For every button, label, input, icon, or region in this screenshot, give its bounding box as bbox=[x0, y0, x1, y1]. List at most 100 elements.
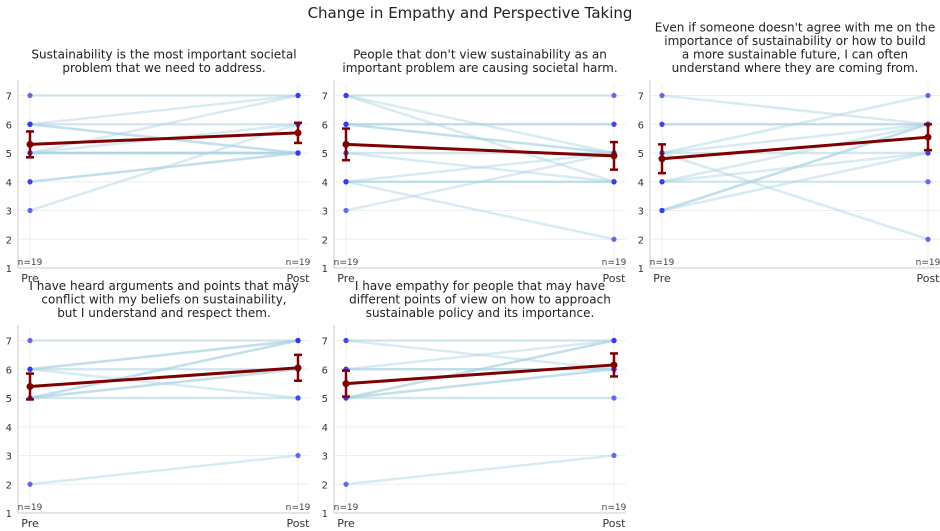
mean-point bbox=[924, 133, 932, 141]
x-tick-label: Post bbox=[916, 272, 940, 285]
y-tick-label: 6 bbox=[322, 120, 328, 131]
panel-title-line: sustainable policy and its importance. bbox=[366, 306, 595, 320]
post-point bbox=[611, 452, 617, 459]
y-tick-label: 7 bbox=[638, 92, 644, 103]
participant-line bbox=[344, 123, 616, 155]
y-tick-label: 3 bbox=[638, 207, 644, 218]
panel-title-line: Even if someone doesn't agree with me on… bbox=[655, 21, 936, 35]
participant-line bbox=[344, 94, 616, 183]
n-label: n=19 bbox=[18, 258, 43, 268]
participant-line bbox=[660, 151, 930, 183]
pre-point bbox=[343, 207, 349, 214]
participant-line bbox=[344, 454, 616, 486]
participant-line bbox=[28, 368, 300, 400]
post-point bbox=[925, 236, 931, 242]
y-tick-label: 2 bbox=[322, 235, 328, 246]
y-tick-label: 5 bbox=[322, 394, 328, 405]
y-tick-label: 7 bbox=[322, 337, 328, 348]
participant-line bbox=[28, 339, 300, 400]
panel-title-line: different points of view on how to appro… bbox=[349, 293, 611, 307]
mean-point bbox=[294, 129, 302, 137]
y-tick-label: 1 bbox=[638, 264, 644, 275]
y-tick-label: 2 bbox=[6, 235, 12, 246]
post-point bbox=[925, 92, 931, 99]
participant-line bbox=[344, 151, 616, 183]
y-tick-label: 7 bbox=[322, 92, 328, 103]
y-tick-label: 2 bbox=[322, 480, 328, 491]
post-point bbox=[925, 150, 931, 156]
participant-line bbox=[28, 94, 300, 126]
y-tick-label: 2 bbox=[6, 480, 12, 491]
n-label: n=19 bbox=[916, 258, 940, 268]
y-tick-label: 5 bbox=[322, 149, 328, 160]
y-tick-label: 6 bbox=[6, 365, 12, 376]
participant-line bbox=[660, 151, 930, 212]
pre-point bbox=[27, 481, 33, 487]
y-tick-label: 4 bbox=[6, 178, 12, 189]
panel-title-line: importance of sustainability or how to b… bbox=[664, 34, 926, 48]
chart-panel-3: 1 2 3 4 5 6 7 Pre Post n=19 n=19 Even if someone do… bbox=[638, 21, 940, 285]
participant-line bbox=[28, 339, 300, 371]
panel-title-line: conflict with my beliefs on sustainabili… bbox=[41, 293, 286, 307]
n-label: n=19 bbox=[602, 503, 627, 513]
y-tick-label: 3 bbox=[322, 452, 328, 463]
post-point bbox=[295, 337, 301, 344]
y-tick-label: 7 bbox=[6, 92, 12, 103]
mean-line bbox=[29, 131, 299, 146]
n-label: n=19 bbox=[334, 258, 359, 268]
pre-point bbox=[343, 92, 349, 99]
y-tick-label: 6 bbox=[6, 120, 12, 131]
y-tick-label: 5 bbox=[6, 394, 12, 405]
participant-line bbox=[660, 123, 930, 212]
pre-point bbox=[343, 481, 349, 487]
y-tick-label: 3 bbox=[322, 207, 328, 218]
participant-line bbox=[28, 368, 300, 400]
participant-line bbox=[660, 94, 930, 126]
n-label: n=19 bbox=[286, 503, 311, 513]
participant-line bbox=[344, 180, 616, 241]
y-tick-label: 1 bbox=[6, 509, 12, 520]
n-label: n=19 bbox=[650, 258, 675, 268]
panel-title-line: important problem are causing societal h… bbox=[342, 61, 617, 75]
x-tick-label: Pre bbox=[653, 272, 671, 285]
participant-line bbox=[660, 123, 930, 212]
n-label: n=19 bbox=[602, 258, 627, 268]
pre-point bbox=[659, 121, 665, 127]
mean-point bbox=[610, 152, 618, 160]
x-tick-label: Pre bbox=[21, 272, 39, 285]
pre-point bbox=[659, 207, 665, 214]
post-point bbox=[611, 236, 617, 242]
pre-point bbox=[27, 337, 33, 344]
mean-point bbox=[342, 140, 350, 148]
mean-point bbox=[294, 364, 302, 372]
participant-line bbox=[28, 151, 300, 183]
mean-line bbox=[345, 142, 615, 158]
panel-title-line: understand where they are coming from. bbox=[672, 61, 919, 75]
participant-line bbox=[660, 151, 930, 241]
x-tick-label: Post bbox=[286, 517, 310, 530]
participant-line bbox=[28, 454, 300, 486]
x-tick-label: Pre bbox=[337, 517, 355, 530]
post-point bbox=[925, 179, 931, 185]
post-point bbox=[611, 337, 617, 344]
y-tick-label: 4 bbox=[638, 178, 644, 189]
participant-line bbox=[28, 339, 300, 400]
y-tick-label: 4 bbox=[322, 423, 328, 434]
mean-line bbox=[29, 366, 299, 388]
participant-line bbox=[344, 151, 616, 212]
n-label: n=19 bbox=[334, 503, 359, 513]
panel-title-line: Sustainability is the most important soc… bbox=[31, 48, 296, 62]
post-point bbox=[295, 92, 301, 99]
participant-line bbox=[344, 339, 616, 400]
post-point bbox=[295, 150, 301, 156]
participant-line bbox=[344, 94, 616, 155]
chart-panel-1: 1 2 3 4 5 6 7 Pre Post n=19 n=19 Sustainability is … bbox=[6, 48, 311, 286]
panel-title-line: I have heard arguments and points that m… bbox=[29, 279, 298, 293]
pre-point bbox=[343, 337, 349, 344]
y-tick-label: 5 bbox=[6, 149, 12, 160]
participant-line bbox=[660, 123, 930, 155]
x-tick-label: Pre bbox=[337, 272, 355, 285]
chart-panel-5: 1 2 3 4 5 6 7 Pre Post n=19 n=19 I have empathy for… bbox=[322, 279, 627, 530]
n-label: n=19 bbox=[286, 258, 311, 268]
